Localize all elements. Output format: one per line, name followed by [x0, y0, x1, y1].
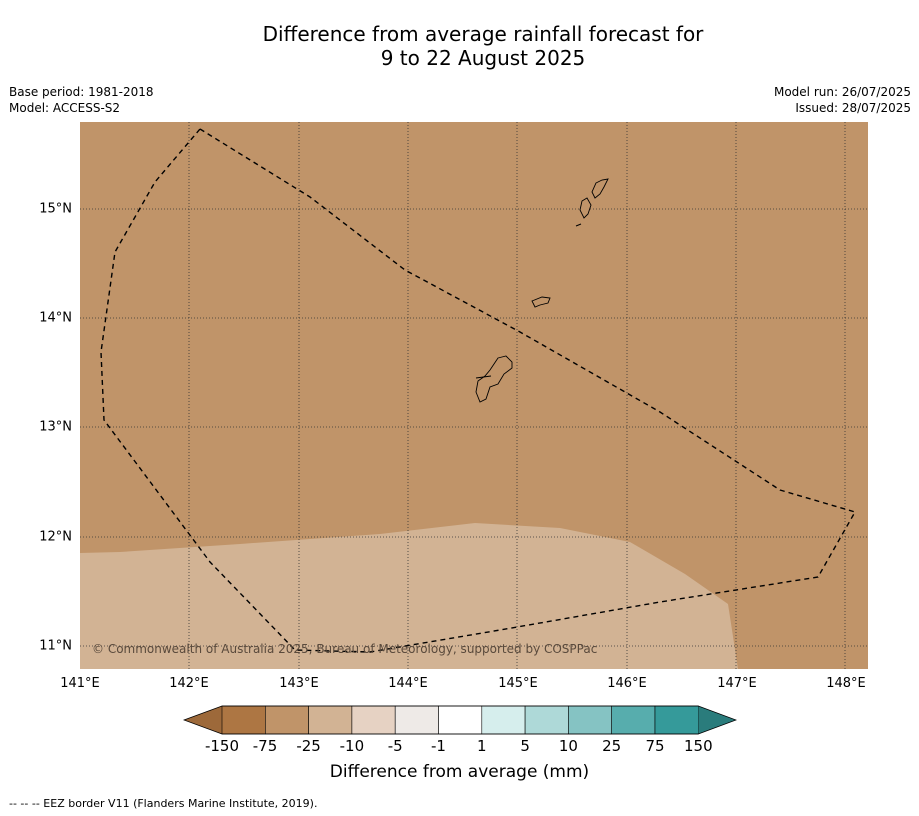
lat-label-14: 14°N — [39, 310, 72, 326]
map-canvas — [80, 122, 868, 669]
colorbar-arrow-low — [184, 706, 222, 734]
meta-left: Base period: 1981-2018 Model: ACCESS-S2 — [9, 84, 154, 116]
guam-island — [475, 355, 513, 403]
colorbar-swatch-7 — [481, 705, 526, 735]
lat-label-12: 12°N — [39, 529, 72, 545]
colorbar-tick-label: -75 — [252, 737, 278, 755]
colorbar-swatch-10 — [611, 705, 656, 735]
region-dry-25 — [80, 523, 738, 669]
lat-label-15: 15°N — [39, 201, 72, 217]
colorbar-tick-label: -5 — [387, 737, 403, 755]
lon-label-145: 145°E — [498, 676, 538, 691]
colorbar-swatch-4 — [351, 705, 396, 735]
lon-label-147: 147°E — [717, 676, 757, 691]
colorbar-graphic — [182, 705, 738, 735]
colorbar-tick-label: -150 — [204, 737, 240, 755]
lon-label-141: 141°E — [60, 676, 100, 691]
chart-title: Difference from average rainfall forecas… — [0, 22, 919, 70]
colorbar-tick-label: 75 — [645, 737, 665, 755]
saipan-island — [591, 178, 609, 199]
eez-legend-note: -- -- -- EEZ border V11 (Flanders Marine… — [9, 797, 318, 810]
colorbar-tick-label: 25 — [602, 737, 622, 755]
title-line-1: Difference from average rainfall forecas… — [262, 22, 704, 46]
colorbar-tick-label: 1 — [477, 737, 487, 755]
eez-border — [100, 128, 857, 653]
meta-right: Model run: 26/07/2025 Issued: 28/07/2025 — [774, 84, 911, 116]
lon-label-144: 144°E — [388, 676, 428, 691]
lat-label-11: 11°N — [39, 638, 72, 654]
lon-label-148: 148°E — [826, 676, 866, 691]
colorbar-swatch-6 — [438, 705, 483, 735]
colorbar-tick-label: 10 — [558, 737, 578, 755]
colorbar-swatch-11 — [654, 705, 699, 735]
colorbar-outline — [182, 705, 738, 735]
colorbar-tick-label: -1 — [431, 737, 446, 755]
colorbar-arrow-high — [698, 706, 736, 734]
colorbar — [182, 704, 738, 736]
graticule — [80, 122, 868, 669]
colorbar-tick-label: -25 — [296, 737, 321, 755]
lat-label-13: 13°N — [39, 419, 72, 435]
lon-label-142: 142°E — [169, 676, 209, 691]
colorbar-swatch-1 — [221, 705, 266, 735]
colorbar-swatch-9 — [568, 705, 612, 735]
colorbar-tick-label: 5 — [520, 737, 530, 755]
copyright-text: © Commonwealth of Australia 2025, Bureau… — [92, 642, 598, 656]
colorbar-swatch-8 — [524, 705, 569, 735]
lon-label-143: 143°E — [279, 676, 319, 691]
rota-island — [531, 296, 551, 308]
model-text: Model: ACCESS-S2 — [9, 101, 121, 115]
map-panel: © Commonwealth of Australia 2025, Bureau… — [80, 122, 868, 669]
aguijan-island — [575, 223, 582, 227]
title-line-2: 9 to 22 August 2025 — [380, 46, 586, 70]
colorbar-tick-label: 150 — [683, 737, 713, 755]
colorbar-tick-label: -10 — [339, 737, 365, 755]
colorbar-swatch-2 — [265, 705, 309, 735]
tinian-island — [579, 197, 592, 219]
colorbar-swatch-5 — [394, 705, 439, 735]
colorbar-title: Difference from average (mm) — [329, 762, 590, 782]
base-period-text: Base period: 1981-2018 — [9, 85, 154, 99]
model-run-text: Model run: 26/07/2025 — [773, 85, 911, 99]
issued-text: Issued: 28/07/2025 — [795, 101, 911, 115]
colorbar-swatch-3 — [308, 705, 353, 735]
lon-label-146: 146°E — [607, 676, 647, 691]
guam-reef — [475, 375, 492, 379]
